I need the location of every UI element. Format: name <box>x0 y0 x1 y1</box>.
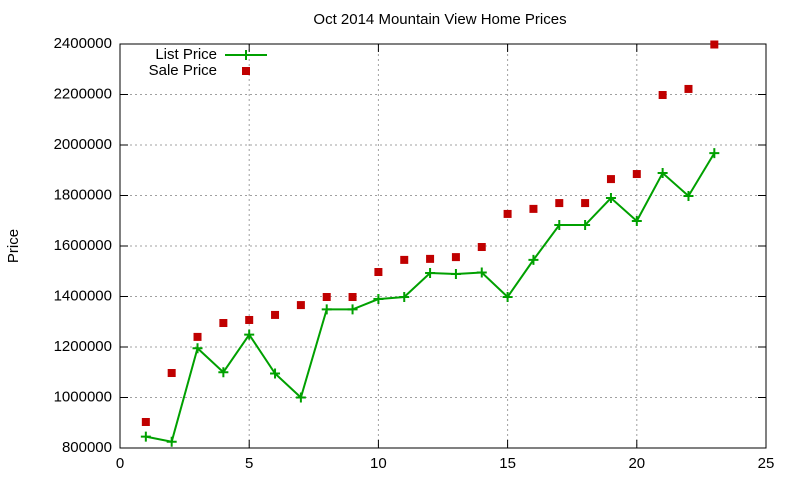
x-tick-label: 5 <box>245 455 253 472</box>
data-point <box>348 293 357 302</box>
data-point <box>141 417 150 426</box>
x-tick-label: 0 <box>116 455 124 472</box>
data-point <box>399 292 410 303</box>
data-point <box>580 220 591 231</box>
legend-marker <box>242 67 250 75</box>
data-point <box>271 310 280 319</box>
data-point <box>528 254 539 265</box>
plot-frame <box>119 43 767 449</box>
y-tick-label: 800000 <box>62 439 112 456</box>
data-point <box>709 148 720 159</box>
data-point <box>245 315 254 324</box>
data-point <box>374 268 383 277</box>
data-point <box>450 269 461 280</box>
data-point <box>606 175 615 184</box>
data-point <box>244 329 255 340</box>
y-axis-label: Price <box>5 229 22 263</box>
chart-title: Oct 2014 Mountain View Home Prices <box>313 11 566 28</box>
data-point <box>658 91 667 100</box>
data-point <box>193 332 202 341</box>
data-point <box>426 254 435 263</box>
legend-label: Sale Price <box>149 62 217 79</box>
data-point <box>192 343 203 354</box>
y-tick-label: 2200000 <box>54 85 112 102</box>
data-point <box>631 216 642 227</box>
data-point <box>400 255 409 264</box>
x-tick-label: 25 <box>758 455 775 472</box>
y-tick-label: 1000000 <box>54 388 112 405</box>
data-point <box>554 220 565 231</box>
x-tick-label: 15 <box>499 455 516 472</box>
data-point <box>555 199 564 208</box>
data-point <box>451 253 460 262</box>
data-point <box>502 292 513 303</box>
data-point <box>270 368 281 379</box>
data-point <box>218 367 229 378</box>
data-point <box>295 392 306 403</box>
data-point <box>167 369 176 378</box>
data-point <box>476 267 487 278</box>
data-point <box>683 191 694 202</box>
x-tick-label: 10 <box>370 455 387 472</box>
data-point <box>140 431 151 442</box>
y-tick-label: 1200000 <box>54 338 112 355</box>
data-point <box>373 294 384 305</box>
data-point <box>529 204 538 213</box>
legend-marker <box>241 50 251 60</box>
x-tick-label: 20 <box>628 455 645 472</box>
data-point <box>166 436 177 447</box>
data-point <box>296 301 305 310</box>
data-point <box>425 268 436 279</box>
legend-label: List Price <box>155 46 217 63</box>
data-point <box>503 209 512 218</box>
data-point <box>347 304 358 315</box>
data-point <box>684 84 693 93</box>
data-point <box>632 170 641 179</box>
data-point <box>657 168 668 179</box>
data-point <box>581 199 590 208</box>
data-point <box>321 304 332 315</box>
data-point <box>710 40 719 49</box>
y-tick-label: 2000000 <box>54 136 112 153</box>
y-tick-label: 1600000 <box>54 237 112 254</box>
data-point <box>219 319 228 328</box>
y-tick-label: 2400000 <box>54 35 112 52</box>
data-point <box>322 293 331 302</box>
y-tick-label: 1800000 <box>54 186 112 203</box>
data-point <box>605 193 616 204</box>
data-point <box>477 243 486 252</box>
y-tick-label: 1400000 <box>54 287 112 304</box>
